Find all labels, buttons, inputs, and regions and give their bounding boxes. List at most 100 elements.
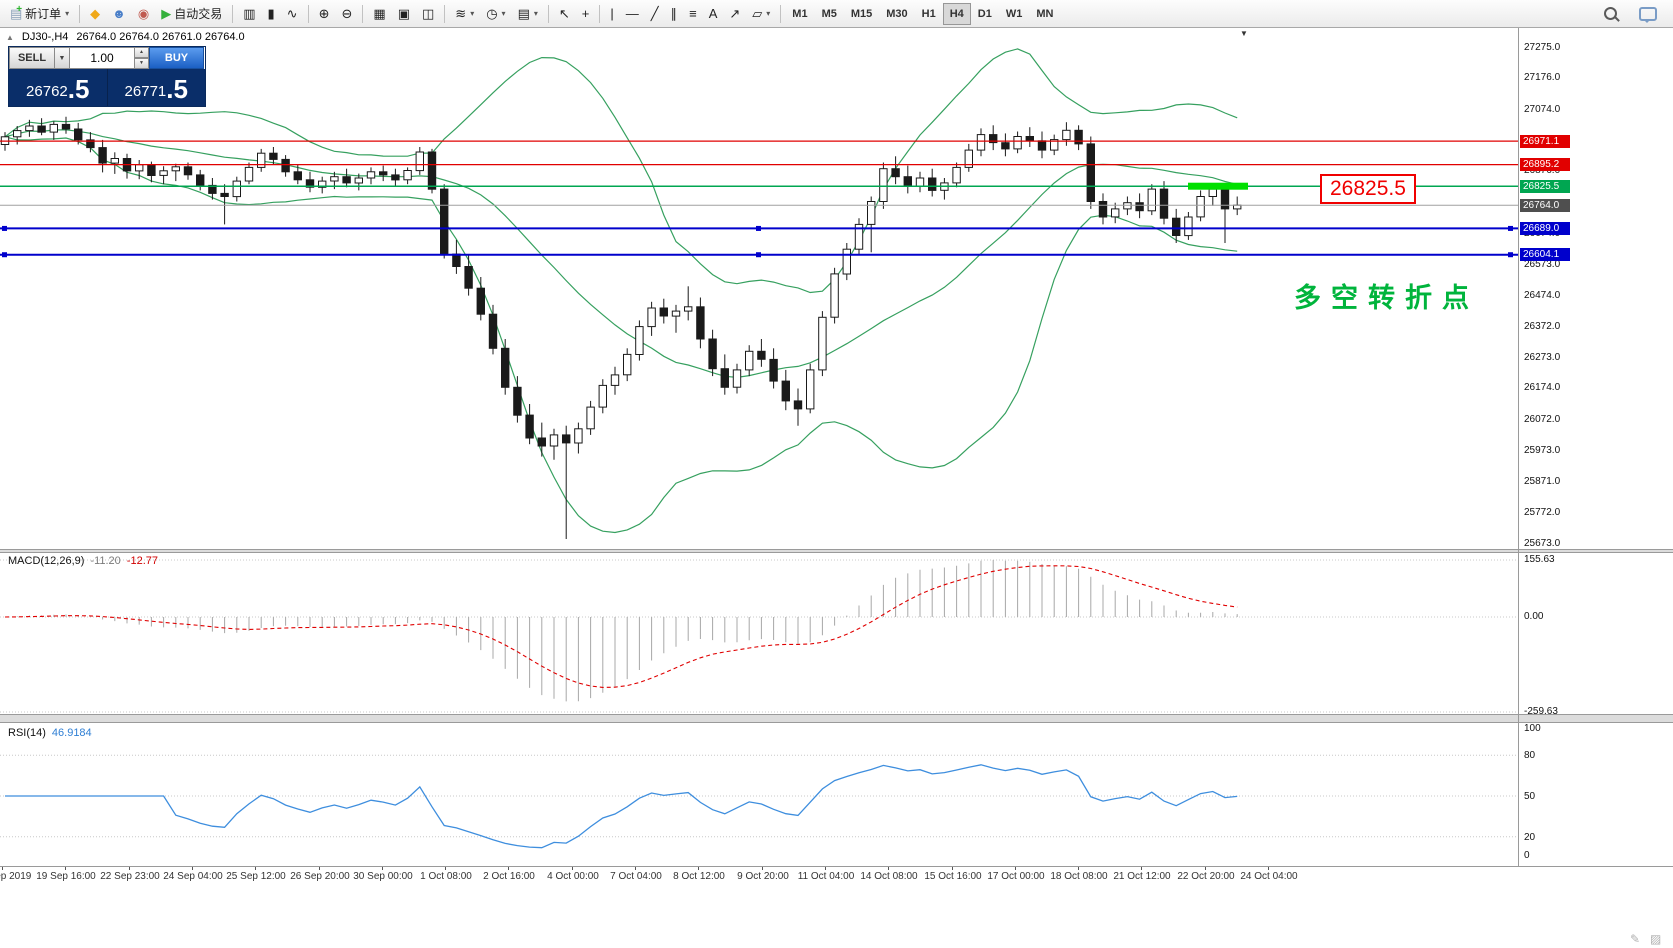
search-icon (1604, 7, 1617, 20)
volume-down-button[interactable]: ▼ (135, 58, 149, 69)
time-axis-tick (762, 867, 763, 870)
zoom-in-icon: ⊕ (318, 6, 330, 21)
zoom-in-button[interactable]: ⊕ (313, 3, 336, 25)
plus-icon: + (16, 4, 23, 15)
line-handle[interactable] (756, 252, 761, 258)
vertical-line-button[interactable]: | (604, 3, 619, 25)
profile-button[interactable]: ☻ (106, 3, 132, 25)
crosshair-button[interactable]: + (576, 3, 596, 25)
tf-m30-label: M30 (886, 7, 908, 20)
search-button[interactable] (1598, 3, 1623, 25)
tf-m15-button[interactable]: M15 (844, 3, 879, 25)
fibonacci-button[interactable]: ≡ (683, 3, 703, 25)
time-label: 24 Sep 04:00 (163, 871, 223, 882)
price-grid-label: 27074.0 (1524, 104, 1561, 115)
one-click-collapse-icon[interactable]: ▲ (6, 32, 14, 42)
chinese-annotation[interactable]: 多空转折点 (1294, 283, 1479, 313)
metaquotes-button[interactable]: ◆ (84, 3, 106, 25)
panel-divider-macd[interactable] (0, 549, 1673, 553)
price-grid-label: 25772.0 (1524, 507, 1561, 518)
time-axis-tick (255, 867, 256, 870)
trendline-button[interactable]: ╱ (645, 3, 665, 25)
bottom-edit-icon[interactable]: ✎ (1630, 932, 1641, 946)
rsi-panel (0, 754, 1518, 849)
tf-m1-button[interactable]: M1 (785, 3, 814, 25)
macd-histogram (16, 560, 1238, 702)
templates-button[interactable]: ▤ ▾ (512, 3, 544, 25)
rsi-line (5, 764, 1238, 849)
macd-indicator-label: MACD(12,26,9) -11.20 -12.77 (8, 555, 158, 567)
time-axis-tick (825, 867, 826, 870)
time-label: 22 Oct 20:00 (1177, 871, 1235, 882)
price-grid-label: 26474.0 (1524, 290, 1561, 301)
tf-w1-label: W1 (1005, 7, 1023, 20)
cascade-windows-button[interactable]: ▣ (392, 3, 416, 25)
toolbar-buttons: ▤ + 新订单 ▾ ◆ ☻ ◉ ▶ 自动交易 ▥ ▮ ∿ ⊕ ⊖ ▦ ▣ ◫ ≋ ▾ ◷ ▾ ▤ ▾ ↖ + | — ╱ ∥ ≡ A ↗ ▱ ▾ M… (0, 2, 1060, 25)
buy-price-main: 26771 (124, 83, 167, 100)
bar-chart-icon: ▥ (243, 6, 256, 21)
zoom-out-button[interactable]: ⊖ (335, 3, 358, 25)
bar-chart-button[interactable]: ▥ (237, 3, 261, 25)
cursor-button[interactable]: ↖ (553, 3, 576, 25)
arrange-windows-button[interactable]: ◫ (416, 3, 440, 25)
price-tag: 26764.0 (1520, 199, 1570, 212)
ohlc-values: 26764.0 26764.0 26761.0 26764.0 (76, 31, 245, 43)
tf-m30-button[interactable]: M30 (879, 3, 914, 25)
time-label: 11 Oct 04:00 (797, 871, 855, 882)
text-button[interactable]: A (703, 3, 724, 25)
news-button[interactable]: ◉ (132, 3, 155, 25)
time-label: 14 Oct 08:00 (860, 871, 918, 882)
shapes-button[interactable]: ▱ ▾ (746, 3, 776, 25)
indicators-button[interactable]: ≋ ▾ (449, 3, 480, 25)
line-handle[interactable] (2, 225, 7, 231)
sell-button[interactable]: SELL (9, 47, 55, 69)
highlight-bar[interactable] (1188, 182, 1248, 190)
line-chart-button[interactable]: ∿ (281, 3, 304, 25)
candlestick-chart-button[interactable]: ▮ (262, 3, 281, 25)
time-label: 15 Oct 16:00 (924, 871, 982, 882)
chat-button[interactable] (1633, 3, 1663, 25)
tf-h4-label: H4 (949, 7, 964, 20)
line-handle[interactable] (2, 252, 7, 258)
tile-windows-button[interactable]: ▦ (367, 3, 391, 25)
sell-price[interactable]: 26762.5 (9, 69, 107, 106)
rsi-axis-label: 100 (1524, 723, 1541, 734)
bottom-resize-icon[interactable]: ▨ (1650, 932, 1662, 946)
periods-button[interactable]: ◷ ▾ (480, 3, 511, 25)
time-label: 18 Oct 08:00 (1050, 871, 1108, 882)
time-label: 8 Oct 12:00 (673, 871, 725, 882)
panel-divider-rsi[interactable] (0, 714, 1673, 723)
sell-price-main: 26762 (26, 83, 68, 100)
line-handle[interactable] (756, 225, 761, 231)
chart-shift-marker[interactable]: ▼ (1240, 29, 1248, 38)
new-order-button[interactable]: ▤ + 新订单 ▾ (4, 3, 75, 25)
tf-mn-button[interactable]: MN (1029, 3, 1060, 25)
buy-button[interactable]: BUY (149, 47, 204, 69)
buy-price[interactable]: 26771.5 (108, 69, 206, 106)
tf-d1-label: D1 (977, 7, 992, 20)
line-handle[interactable] (1508, 252, 1513, 258)
tf-h4-button[interactable]: H4 (942, 2, 971, 25)
tf-m5-button[interactable]: M5 (815, 3, 844, 25)
macd-axis-label: 0.00 (1524, 611, 1544, 622)
tf-h1-button[interactable]: H1 (915, 3, 943, 25)
arrow-button[interactable]: ↗ (723, 3, 746, 25)
volume-up-button[interactable]: ▲ (135, 47, 149, 58)
horizontal-line-button[interactable]: — (620, 3, 645, 25)
metaquotes-icon: ◆ (90, 6, 101, 21)
line-handle[interactable] (1508, 225, 1513, 231)
tf-d1-button[interactable]: D1 (971, 3, 999, 25)
price-callout[interactable]: 26825.5 (1320, 174, 1416, 204)
macd-axis-label: -259.63 (1524, 706, 1558, 717)
volume-input[interactable] (70, 47, 135, 69)
autotrading-button[interactable]: ▶ 自动交易 (155, 3, 228, 25)
volume-dropdown-button[interactable]: ▼ (55, 47, 70, 69)
rsi-axis-label: 50 (1524, 791, 1536, 802)
channel-button[interactable]: ∥ (665, 3, 684, 25)
price-grid-label: 26174.0 (1524, 382, 1561, 393)
tf-w1-button[interactable]: W1 (999, 3, 1030, 25)
new-order-label: 新订单 (25, 7, 62, 21)
text-icon: A (708, 6, 718, 21)
